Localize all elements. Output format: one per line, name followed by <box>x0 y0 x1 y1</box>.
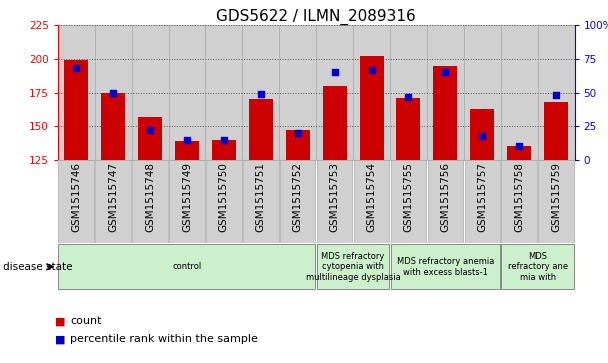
Bar <box>64 60 88 160</box>
Bar <box>359 56 384 160</box>
Point <box>477 132 487 138</box>
Bar <box>390 25 427 160</box>
Text: MDS
refractory ane
mia with: MDS refractory ane mia with <box>508 252 568 282</box>
Bar <box>249 99 273 160</box>
Text: disease state: disease state <box>3 262 72 272</box>
Text: percentile rank within the sample: percentile rank within the sample <box>70 334 258 344</box>
Point <box>551 92 561 98</box>
FancyBboxPatch shape <box>354 160 389 243</box>
Bar <box>470 109 494 160</box>
FancyBboxPatch shape <box>133 160 168 243</box>
Text: GSM1515752: GSM1515752 <box>292 162 303 232</box>
FancyBboxPatch shape <box>502 244 574 289</box>
Bar <box>168 25 206 160</box>
Point <box>71 65 81 71</box>
FancyBboxPatch shape <box>502 160 537 243</box>
FancyBboxPatch shape <box>58 160 94 243</box>
Bar <box>175 141 199 160</box>
Text: MDS refractory
cytopenia with
multilineage dysplasia: MDS refractory cytopenia with multilinea… <box>306 252 401 282</box>
Bar <box>396 98 421 160</box>
Bar <box>286 130 309 160</box>
Bar <box>58 25 95 160</box>
FancyBboxPatch shape <box>206 160 241 243</box>
FancyBboxPatch shape <box>169 160 205 243</box>
Point <box>404 94 413 99</box>
Text: GSM1515759: GSM1515759 <box>551 162 561 232</box>
FancyBboxPatch shape <box>317 160 352 243</box>
Text: control: control <box>172 262 202 271</box>
Text: GSM1515757: GSM1515757 <box>477 162 487 232</box>
FancyBboxPatch shape <box>58 244 316 289</box>
Point <box>293 130 303 136</box>
Point <box>145 127 155 133</box>
Bar <box>212 139 236 160</box>
FancyBboxPatch shape <box>243 160 278 243</box>
Bar <box>95 25 131 160</box>
Bar <box>138 117 162 160</box>
Point <box>182 136 192 142</box>
Title: GDS5622 / ILMN_2089316: GDS5622 / ILMN_2089316 <box>216 9 416 25</box>
Bar <box>316 25 353 160</box>
Bar <box>323 86 347 160</box>
Bar <box>353 25 390 160</box>
Text: MDS refractory anemia
with excess blasts-1: MDS refractory anemia with excess blasts… <box>396 257 494 277</box>
FancyBboxPatch shape <box>95 160 131 243</box>
Bar <box>131 25 168 160</box>
Bar <box>279 25 316 160</box>
Text: ■: ■ <box>55 334 65 344</box>
FancyBboxPatch shape <box>317 244 389 289</box>
Bar <box>206 25 243 160</box>
Bar <box>501 25 537 160</box>
FancyBboxPatch shape <box>391 160 426 243</box>
Text: GSM1515749: GSM1515749 <box>182 162 192 232</box>
Point <box>514 143 524 149</box>
Point <box>330 70 339 76</box>
Text: ■: ■ <box>55 316 65 326</box>
Text: GSM1515750: GSM1515750 <box>219 162 229 232</box>
FancyBboxPatch shape <box>280 160 316 243</box>
Point <box>256 91 266 97</box>
Point <box>367 67 376 73</box>
Text: GSM1515755: GSM1515755 <box>404 162 413 232</box>
Text: GSM1515748: GSM1515748 <box>145 162 155 232</box>
Text: GSM1515751: GSM1515751 <box>256 162 266 232</box>
Text: count: count <box>70 316 102 326</box>
Point <box>219 136 229 142</box>
Bar <box>464 25 501 160</box>
Text: GSM1515753: GSM1515753 <box>330 162 340 232</box>
Point <box>440 70 450 76</box>
FancyBboxPatch shape <box>391 244 500 289</box>
FancyBboxPatch shape <box>465 160 500 243</box>
Text: GSM1515746: GSM1515746 <box>71 162 81 232</box>
Bar <box>434 66 457 160</box>
FancyBboxPatch shape <box>427 160 463 243</box>
Bar <box>507 146 531 160</box>
Text: GSM1515747: GSM1515747 <box>108 162 118 232</box>
Bar <box>544 102 568 160</box>
Bar <box>243 25 279 160</box>
Bar <box>101 93 125 160</box>
Text: GSM1515756: GSM1515756 <box>440 162 451 232</box>
Point <box>108 90 118 95</box>
Bar <box>537 25 575 160</box>
Bar <box>427 25 464 160</box>
Text: GSM1515758: GSM1515758 <box>514 162 524 232</box>
Text: GSM1515754: GSM1515754 <box>367 162 376 232</box>
FancyBboxPatch shape <box>539 160 574 243</box>
